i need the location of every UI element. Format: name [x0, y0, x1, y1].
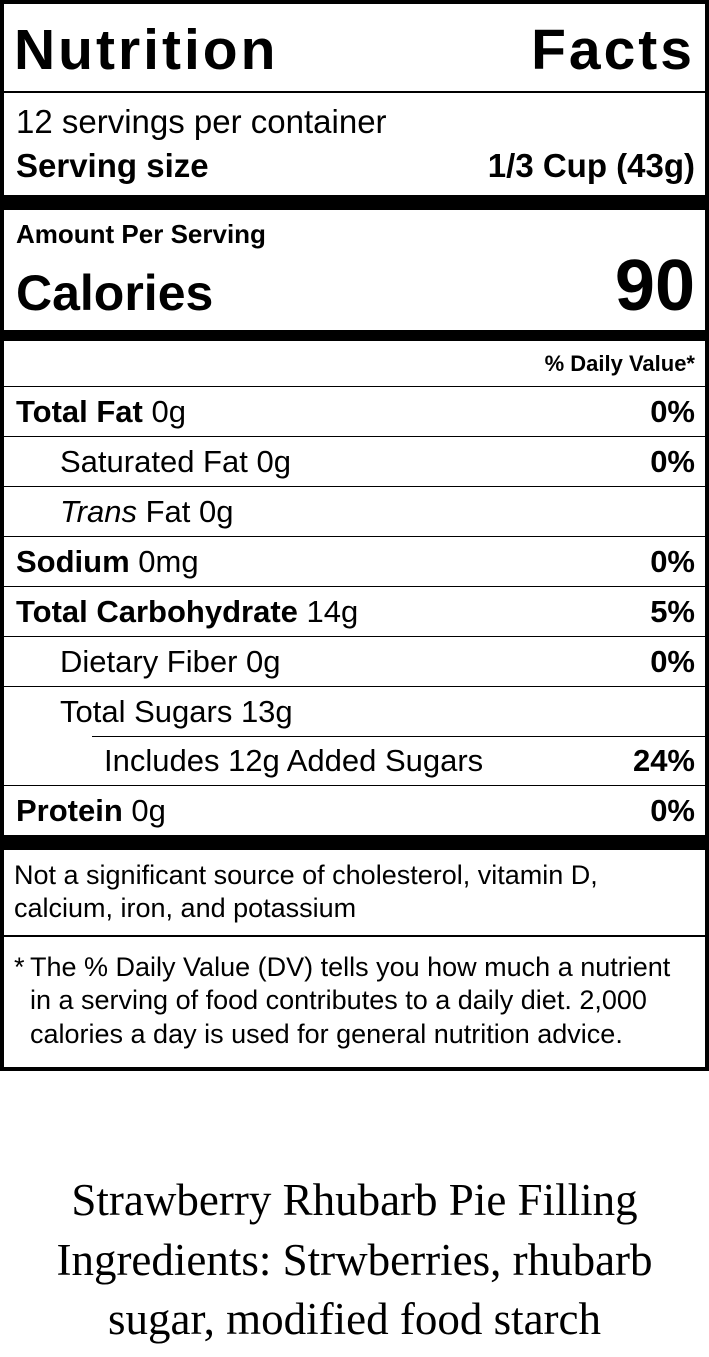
- nutrient-name: Total Fat 0g: [16, 393, 186, 429]
- serving-size-value: 1/3 Cup (43g): [487, 146, 695, 184]
- nutrient-name: Dietary Fiber 0g: [60, 643, 281, 679]
- product-name: Strawberry Rhubarb Pie Filling: [71, 1175, 638, 1226]
- nutrient-row: Includes 12g Added Sugars 24%: [4, 735, 705, 785]
- nutrient-name: Saturated Fat 0g: [60, 443, 291, 479]
- medium-divider-calories: [4, 329, 705, 341]
- nutrient-name: Total Carbohydrate 14g: [16, 593, 359, 629]
- servings-per-container: 12 servings per container: [16, 102, 387, 140]
- nutrient-name: Sodium 0mg: [16, 543, 199, 579]
- nutrient-daily-value: 0%: [650, 792, 695, 828]
- nutrient-name: Total Sugars 13g: [60, 693, 293, 729]
- nutrient-row: Dietary Fiber 0g 0%: [4, 635, 705, 686]
- nutrient-row: Protein 0g 0%: [4, 784, 705, 835]
- nutrient-daily-value: 24%: [632, 742, 695, 778]
- nutrient-daily-value: 0%: [650, 643, 695, 679]
- serving-size-label: Serving size: [16, 146, 209, 184]
- product-caption: Strawberry Rhubarb Pie Filling Ingredien…: [0, 1171, 709, 1357]
- footnote-divider: [4, 934, 705, 937]
- nutrition-facts-label: Nutrition Facts 12 servings per containe…: [0, 0, 709, 1072]
- nutrient-daily-value: 0%: [650, 543, 695, 579]
- nutrient-row: Saturated Fat 0g 0%: [4, 435, 705, 486]
- nutrient-row: Total Fat 0g 0%: [4, 385, 705, 436]
- nutrient-name: Protein 0g: [16, 792, 166, 828]
- calories-value: 90: [614, 245, 695, 326]
- serving-size-row: Serving size 1/3 Cup (43g): [4, 141, 705, 195]
- ingredients-line-2: sugar, modified food starch: [107, 1294, 602, 1345]
- nutrient-row: Total Carbohydrate 14g 5%: [4, 585, 705, 636]
- not-significant-note: Not a significant source of cholesterol,…: [14, 859, 598, 923]
- daily-value-header: % Daily Value*: [544, 350, 695, 376]
- calories-row: Calories 90: [4, 250, 705, 330]
- label-title: Nutrition Facts: [4, 4, 705, 93]
- nutrient-row: Total Sugars 13g: [4, 685, 705, 736]
- footnote-asterisk: *: [14, 951, 25, 982]
- nutrient-daily-value: 0%: [650, 443, 695, 479]
- nutrient-name: Includes 12g Added Sugars: [104, 742, 484, 778]
- footnote-text: The % Daily Value (DV) tells you how muc…: [30, 951, 671, 1049]
- nutrient-name: Trans Fat 0g: [60, 493, 234, 529]
- thick-divider-top: [4, 194, 705, 210]
- nutrient-daily-value: 0%: [650, 393, 695, 429]
- nutrient-rows: Total Fat 0g 0% Saturated Fat 0g 0% Trans Fa…: [4, 385, 705, 835]
- thick-divider-bottom: [4, 834, 705, 850]
- calories-label: Calories: [16, 264, 214, 321]
- nutrient-row: Sodium 0mg 0%: [4, 535, 705, 586]
- ingredients-line-1: Ingredients: Strwberries, rhubarb: [56, 1234, 653, 1285]
- nutrient-daily-value: 5%: [650, 593, 695, 629]
- nutrient-row: Trans Fat 0g: [4, 485, 705, 536]
- daily-value-footnote: * The % Daily Value (DV) tells you how m…: [4, 937, 705, 1067]
- amount-per-serving: Amount Per Serving: [16, 218, 266, 249]
